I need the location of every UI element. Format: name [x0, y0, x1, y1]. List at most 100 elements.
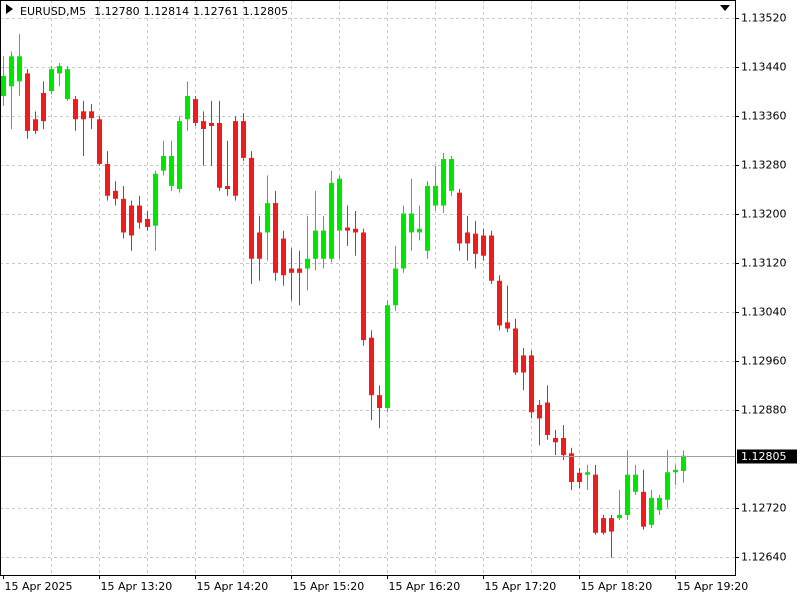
y-tick-label: 1.13520: [741, 12, 787, 25]
candle-body: [89, 111, 94, 119]
candle-body: [585, 472, 590, 475]
candle-body: [305, 258, 310, 269]
chart-header: EURUSD,M5 1.12780 1.12814 1.12761 1.12805: [20, 5, 288, 18]
y-tick-label: 1.13040: [741, 306, 787, 319]
ohlc-high: 1.12814: [144, 5, 190, 18]
symbol-icon: [6, 4, 13, 14]
candle-body: [169, 155, 174, 186]
candle-body: [505, 322, 510, 329]
candle-body: [161, 155, 166, 171]
candle-body: [617, 515, 622, 519]
candle-body: [137, 205, 142, 223]
candle-body: [1, 75, 6, 97]
candle-body: [9, 56, 14, 87]
candle-body: [385, 305, 390, 409]
candle-body: [609, 518, 614, 532]
candle-body: [361, 232, 366, 341]
candle-body: [121, 198, 126, 233]
candle-body: [65, 69, 70, 100]
candle-body: [369, 337, 374, 396]
candle-body: [337, 178, 342, 231]
candle-body: [649, 497, 654, 525]
candle-body: [353, 228, 358, 233]
x-tick-label: 15 Apr 2025: [5, 580, 73, 593]
candle-body: [657, 497, 662, 511]
candle-body: [481, 235, 486, 256]
ohlc-low: 1.12761: [193, 5, 239, 18]
candle-body: [209, 122, 214, 127]
x-tick-label: 15 Apr 18:20: [581, 580, 653, 593]
candle-body: [57, 66, 62, 74]
candle-body: [25, 73, 30, 131]
candle-body: [633, 474, 638, 492]
candle-body: [377, 395, 382, 409]
current-price-box: [737, 449, 797, 464]
candle-body: [217, 122, 222, 188]
candle-body: [97, 119, 102, 164]
x-tick-label: 15 Apr 13:20: [101, 580, 173, 593]
candle-body: [225, 185, 230, 190]
candle-body: [409, 213, 414, 233]
candle-body: [433, 185, 438, 206]
ohlc-close: 1.12805: [243, 5, 289, 18]
plot-frame: [0, 0, 736, 576]
candle-body: [673, 469, 678, 473]
candle-body: [473, 233, 478, 254]
candle-body: [681, 455, 686, 472]
candle-body: [537, 404, 542, 419]
candle-body: [113, 190, 118, 199]
candle-body: [73, 99, 78, 120]
candle-body: [193, 99, 198, 123]
x-tick-label: 15 Apr 14:20: [197, 580, 269, 593]
candle-body: [33, 119, 38, 131]
x-tick-label: 15 Apr 17:20: [485, 580, 557, 593]
candle-body: [17, 56, 22, 82]
candle-body: [457, 192, 462, 244]
candle-body: [593, 474, 598, 533]
candle-body: [297, 268, 302, 273]
candles: [0, 34, 735, 558]
candle-body: [281, 238, 286, 276]
candle-body: [401, 213, 406, 269]
candle-body: [529, 355, 534, 413]
y-tick-label: 1.12640: [741, 551, 787, 564]
ohlc-open: 1.12780: [94, 5, 140, 18]
candle-body: [329, 182, 334, 259]
y-tick-label: 1.13280: [741, 159, 787, 172]
candle-body: [553, 437, 558, 443]
candle-body: [313, 230, 318, 259]
candle-body: [153, 173, 158, 226]
candle-body: [521, 355, 526, 373]
x-tick-label: 15 Apr 15:20: [293, 580, 365, 593]
x-tick-label: 15 Apr 16:20: [389, 580, 461, 593]
candle-body: [449, 159, 454, 191]
candle-body: [545, 402, 550, 435]
y-tick-label: 1.13120: [741, 257, 787, 270]
x-tick-label: 15 Apr 19:20: [677, 580, 749, 593]
candle-body: [625, 474, 630, 516]
candle-body: [177, 121, 182, 190]
candle-body: [569, 453, 574, 483]
candle-body: [513, 328, 518, 373]
candle-body: [233, 121, 238, 196]
candle-body: [577, 472, 582, 483]
candle-body: [465, 232, 470, 244]
y-tick-label: 1.13200: [741, 208, 787, 221]
candle-body: [345, 227, 350, 231]
collapse-icon[interactable]: [720, 5, 730, 11]
candle-body: [185, 96, 190, 120]
candle-body: [41, 92, 46, 122]
candle-body: [441, 159, 446, 206]
candle-body: [425, 185, 430, 251]
candle-body: [201, 121, 206, 130]
candle-body: [665, 472, 670, 500]
candle-body: [129, 205, 134, 236]
y-tick-label: 1.13440: [741, 61, 787, 74]
candle-body: [489, 235, 494, 281]
candle-body: [241, 121, 246, 158]
candle-body: [105, 163, 110, 196]
candle-body: [257, 232, 262, 259]
candle-body: [49, 69, 54, 92]
candle-body: [273, 203, 278, 273]
